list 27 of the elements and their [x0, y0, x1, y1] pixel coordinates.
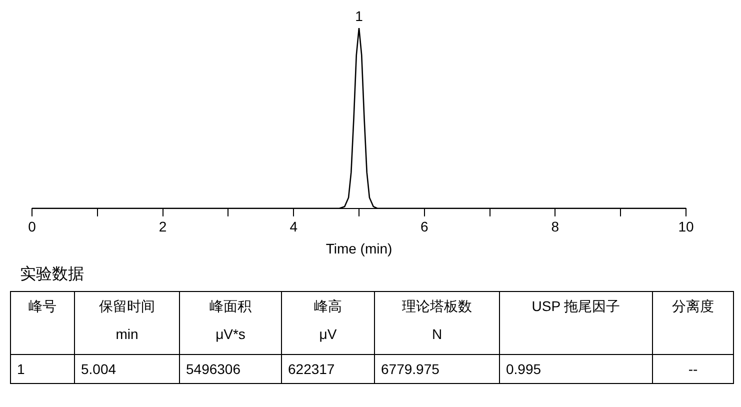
x-tick-label: 4 [290, 218, 298, 235]
text: 理论塔板数 [402, 298, 472, 314]
text: USP 拖尾因子 [532, 298, 620, 314]
text: 0.995 [506, 361, 542, 377]
text: 峰号 [28, 298, 56, 314]
text: 峰面积 [210, 298, 252, 314]
text: μV [319, 326, 337, 342]
x-tick-label: 0 [28, 218, 36, 235]
text: 622317 [288, 361, 335, 377]
x-tick-label: 2 [158, 218, 167, 235]
text: -- [688, 361, 698, 377]
text: μV*s [216, 326, 246, 342]
x-tick-label: 10 [678, 218, 694, 235]
x-axis-title: Time (min) [326, 240, 392, 256]
text: 保留时间 [99, 298, 155, 314]
x-tick-label: 8 [551, 218, 560, 235]
text: 分离度 [672, 298, 714, 314]
text: 6779.975 [381, 361, 440, 377]
annotation: 1 [355, 8, 364, 24]
text: min [116, 326, 138, 342]
text: N [432, 326, 442, 342]
text: 5.004 [81, 361, 116, 377]
text: 1 [17, 361, 25, 377]
text: 实验数据 [20, 264, 85, 285]
text: 峰高 [314, 298, 342, 314]
x-tick-label: 6 [420, 218, 428, 235]
text: 5496306 [186, 361, 241, 377]
